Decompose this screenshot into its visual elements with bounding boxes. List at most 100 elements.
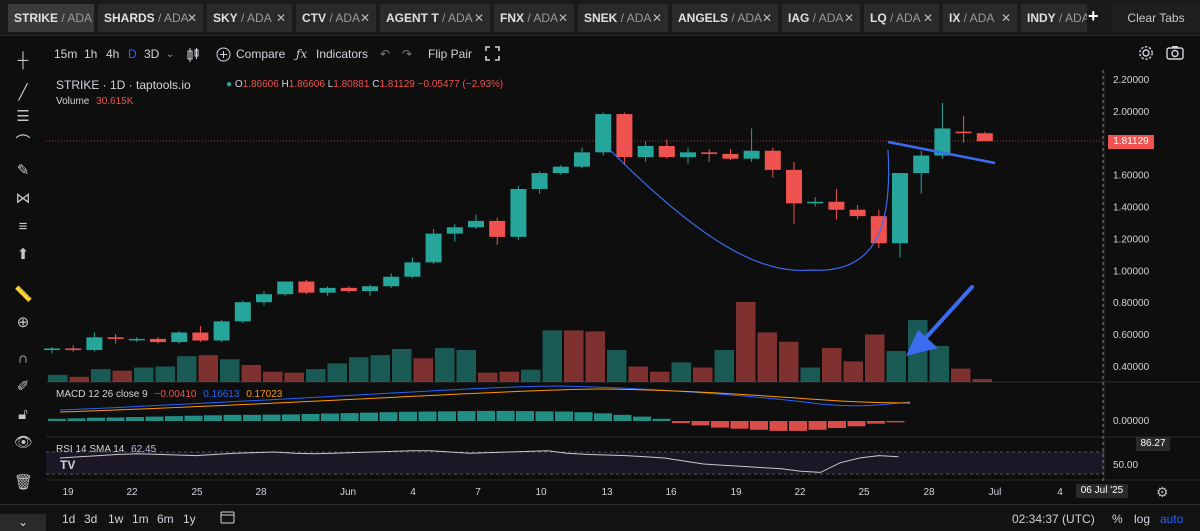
crosshair-date-tag: 06 Jul '25	[1076, 484, 1128, 498]
interval-15m[interactable]: 15m	[54, 47, 78, 61]
volume-bar	[112, 370, 132, 382]
close-tab-icon[interactable]: ✕	[922, 11, 933, 25]
close-tab-icon[interactable]: ✕	[473, 11, 484, 25]
candle-body	[468, 220, 484, 228]
lock-icon[interactable]: 🔓︎	[18, 406, 28, 423]
brush-icon[interactable]: ✎	[16, 162, 30, 179]
macd-hist-bar	[496, 410, 515, 421]
macd-hist-bar	[67, 418, 86, 421]
zoom-in-icon[interactable]: ⊕	[16, 314, 30, 331]
compare-button[interactable]: Compare	[236, 47, 286, 61]
close-tab-icon[interactable]: ✕	[275, 11, 286, 25]
close-tab-icon[interactable]: ✕	[557, 11, 568, 25]
indicators-fx-icon[interactable]: ƒx	[296, 47, 308, 61]
magnet-icon[interactable]: ∩	[17, 350, 29, 367]
redo-icon[interactable]: ↷	[402, 47, 413, 61]
tab-snek[interactable]: SNEK / ADA ✕	[578, 4, 668, 32]
clear-tabs-button[interactable]: Clear Tabs	[1112, 4, 1200, 32]
trendline-icon[interactable]: ╱	[18, 84, 28, 101]
tab-fnx[interactable]: FNX / ADA ✕	[494, 4, 574, 32]
arrow-up-icon[interactable]: ⬆	[16, 246, 30, 263]
interval-d[interactable]: D	[128, 47, 137, 61]
tab-angels[interactable]: ANGELS / ADA ✕	[672, 4, 778, 32]
undo-icon[interactable]: ↶	[380, 47, 391, 61]
flip-pair-button[interactable]: Flip Pair	[428, 47, 473, 61]
candle-body	[913, 155, 930, 174]
macd-hist-bar	[672, 421, 690, 424]
log-toggle[interactable]: log	[1134, 512, 1151, 526]
interval-4h[interactable]: 4h	[106, 47, 120, 61]
tab-ctv[interactable]: CTV / ADA ✕	[296, 4, 376, 32]
close-tab-icon[interactable]: ✕	[186, 11, 197, 25]
tab-sky[interactable]: SKY / ADA ✕	[207, 4, 292, 32]
range-1w[interactable]: 1w	[108, 512, 124, 526]
crosshair-icon[interactable]: ┼	[17, 52, 29, 69]
candle-body	[658, 145, 675, 158]
interval-3d[interactable]: 3D	[144, 47, 160, 61]
horizontal-lines-icon[interactable]: ☰	[16, 108, 30, 125]
drawing-toolbar: ┼ ╱ ☰ ⌒ ✎ ⋈ ≡ ⬆ 📏 ⊕ ∩ ✐ 🔓︎ 👁︎ 🗑︎	[0, 40, 46, 500]
fullscreen-icon[interactable]	[485, 46, 500, 64]
rsi-axis-tag: 86.27	[1136, 437, 1170, 451]
close-tab-icon[interactable]: ✕	[651, 11, 662, 25]
volume-bar	[693, 367, 713, 382]
auto-toggle[interactable]: auto	[1160, 512, 1184, 526]
tab-symbol: FNX	[500, 11, 524, 25]
chart-toolbar: 15m 1h 4h D 3D ⌄ Compare ƒx Indicators ↶…	[46, 36, 1200, 72]
candle-body	[637, 145, 654, 158]
macd-hist-bar	[379, 412, 398, 421]
tab-indy[interactable]: INDY / ADA	[1021, 4, 1087, 32]
indicators-button[interactable]: Indicators	[316, 47, 369, 61]
trash-icon[interactable]: 🗑︎	[14, 474, 34, 491]
rsi-line	[59, 450, 899, 473]
fib-icon[interactable]: ≡	[18, 218, 28, 235]
pattern-icon[interactable]: ⋈	[15, 190, 31, 207]
settings-gear-icon[interactable]	[1138, 45, 1154, 64]
chevron-down-icon[interactable]: ⌄	[0, 514, 46, 531]
pencil-lock-icon[interactable]: ✐	[16, 378, 30, 395]
rsi-pane	[46, 450, 1104, 475]
close-tab-icon[interactable]: ✕	[761, 11, 772, 25]
tab-iag[interactable]: IAG / ADA ✕	[782, 4, 860, 32]
path-icon[interactable]: ⌒	[15, 134, 31, 151]
range-1y[interactable]: 1y	[183, 512, 196, 526]
interval-1h[interactable]: 1h	[84, 47, 98, 61]
volume-bar	[521, 369, 541, 382]
tab-strike[interactable]: STRIKE / ADA	[8, 4, 94, 32]
bottom-bar: 1d 3d 1w 1m 6m 1y 02:34:37 (UTC) % log a…	[0, 504, 1200, 531]
tab-ix[interactable]: IX / ADA ✕	[943, 4, 1017, 32]
eye-icon[interactable]: 👁︎	[14, 434, 34, 451]
tab-shards[interactable]: SHARDS / ADA ✕	[98, 4, 203, 32]
tab-symbol: SKY	[213, 11, 238, 25]
settings-icon-bottom[interactable]: ⚙	[1156, 484, 1169, 500]
macd-axis-label: 0.00000	[1113, 416, 1150, 427]
close-tab-icon[interactable]: ✕	[1000, 11, 1011, 25]
range-1d[interactable]: 1d	[62, 512, 76, 526]
add-tab-button[interactable]: +	[1088, 6, 1099, 26]
ruler-icon[interactable]: 📏	[14, 286, 33, 303]
candle-type-icon[interactable]	[186, 47, 200, 66]
range-3d[interactable]: 3d	[84, 512, 98, 526]
candle-body	[955, 131, 972, 134]
candle-body	[807, 201, 824, 204]
tab-lq[interactable]: LQ / ADA ✕	[864, 4, 939, 32]
calendar-range-icon[interactable]	[220, 510, 235, 527]
range-1m[interactable]: 1m	[132, 512, 149, 526]
chevron-down-icon[interactable]: ⌄	[166, 49, 175, 60]
tab-agent-t[interactable]: AGENT T / ADA ✕	[380, 4, 490, 32]
tab-symbol: LQ	[870, 11, 887, 25]
compare-plus-icon[interactable]	[216, 47, 231, 65]
volume-bar	[607, 350, 627, 382]
percent-toggle[interactable]: %	[1112, 512, 1123, 526]
volume-bar	[91, 369, 111, 382]
range-6m[interactable]: 6m	[157, 512, 174, 526]
utc-clock[interactable]: 02:34:37 (UTC)	[1012, 512, 1095, 526]
close-tab-icon[interactable]: ✕	[843, 11, 854, 25]
camera-icon[interactable]	[1166, 45, 1184, 63]
close-tab-icon[interactable]: ✕	[359, 11, 370, 25]
macd-hist-bar	[184, 415, 203, 421]
volume-value: 30.615K	[96, 96, 134, 107]
candle-body	[595, 114, 612, 153]
candle-body	[764, 150, 781, 170]
